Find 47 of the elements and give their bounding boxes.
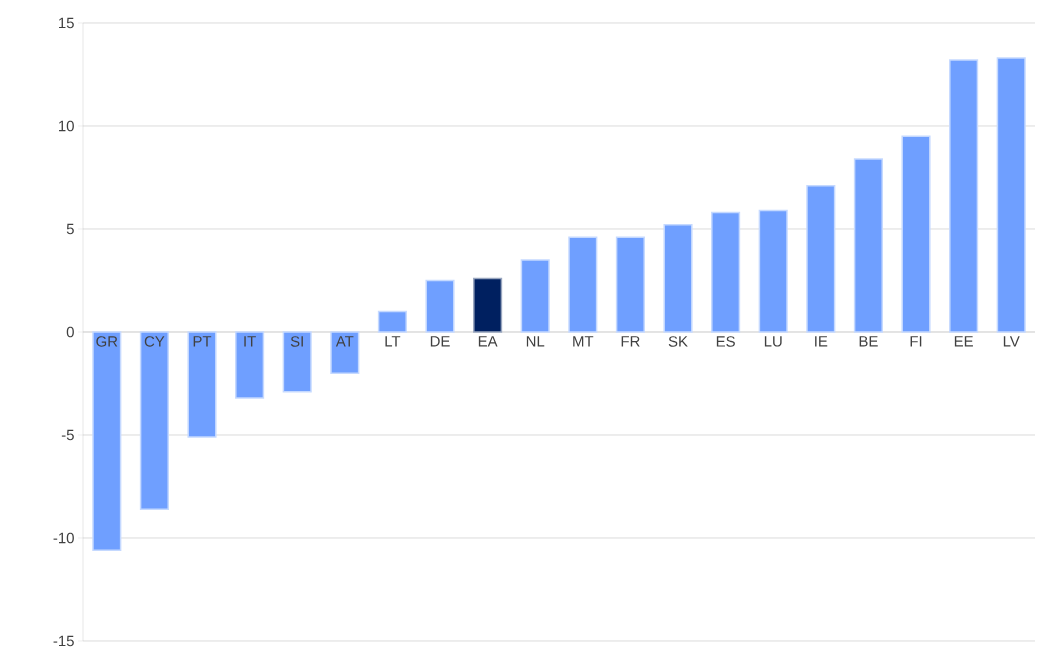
x-tick-label: PT	[193, 336, 212, 347]
bar	[711, 211, 741, 333]
bar	[187, 331, 217, 438]
x-tick-label: GR	[96, 336, 118, 347]
y-tick-label: 15	[59, 17, 74, 29]
x-tick-label: EE	[954, 336, 973, 347]
x-tick-label: FR	[621, 336, 640, 347]
x-tick-label: AT	[335, 336, 354, 347]
bar	[758, 209, 788, 333]
x-tick-label: SK	[668, 336, 688, 347]
x-tick-label: NL	[526, 336, 545, 347]
y-tick-label: 10	[59, 120, 74, 132]
bar	[235, 331, 265, 399]
y-tick-label: 5	[66, 223, 74, 235]
bar	[615, 236, 645, 333]
y-tick-label: 0	[66, 326, 74, 338]
y-tick-label: -15	[53, 635, 74, 647]
x-tick-label: IE	[815, 336, 828, 347]
bar	[853, 158, 883, 333]
bar	[473, 277, 503, 333]
bar	[949, 59, 979, 333]
bar	[330, 331, 360, 374]
x-tick-label: LV	[1003, 336, 1020, 347]
y-tick-label: -10	[53, 532, 74, 544]
x-tick-label: CY	[144, 336, 165, 347]
bar	[663, 224, 693, 333]
bar	[377, 310, 407, 333]
bar	[425, 279, 455, 333]
x-tick-label: SI	[290, 336, 303, 347]
x-tick-label: DE	[430, 336, 450, 347]
x-tick-label: EA	[478, 336, 498, 347]
bar	[282, 331, 312, 393]
x-tick-label: FI	[910, 336, 922, 347]
x-tick-label: ES	[716, 336, 735, 347]
bar	[996, 57, 1026, 333]
x-tick-label: LU	[764, 336, 782, 347]
x-tick-label: IT	[244, 336, 256, 347]
bar	[520, 259, 550, 333]
y-tick-label: -5	[61, 429, 74, 441]
bar	[92, 331, 122, 552]
bar	[568, 236, 598, 333]
bar	[139, 331, 169, 510]
x-tick-label: BE	[859, 336, 878, 347]
x-tick-label: MT	[573, 336, 594, 347]
x-tick-label: LT	[385, 336, 401, 347]
bar	[901, 135, 931, 333]
bar	[806, 184, 836, 333]
